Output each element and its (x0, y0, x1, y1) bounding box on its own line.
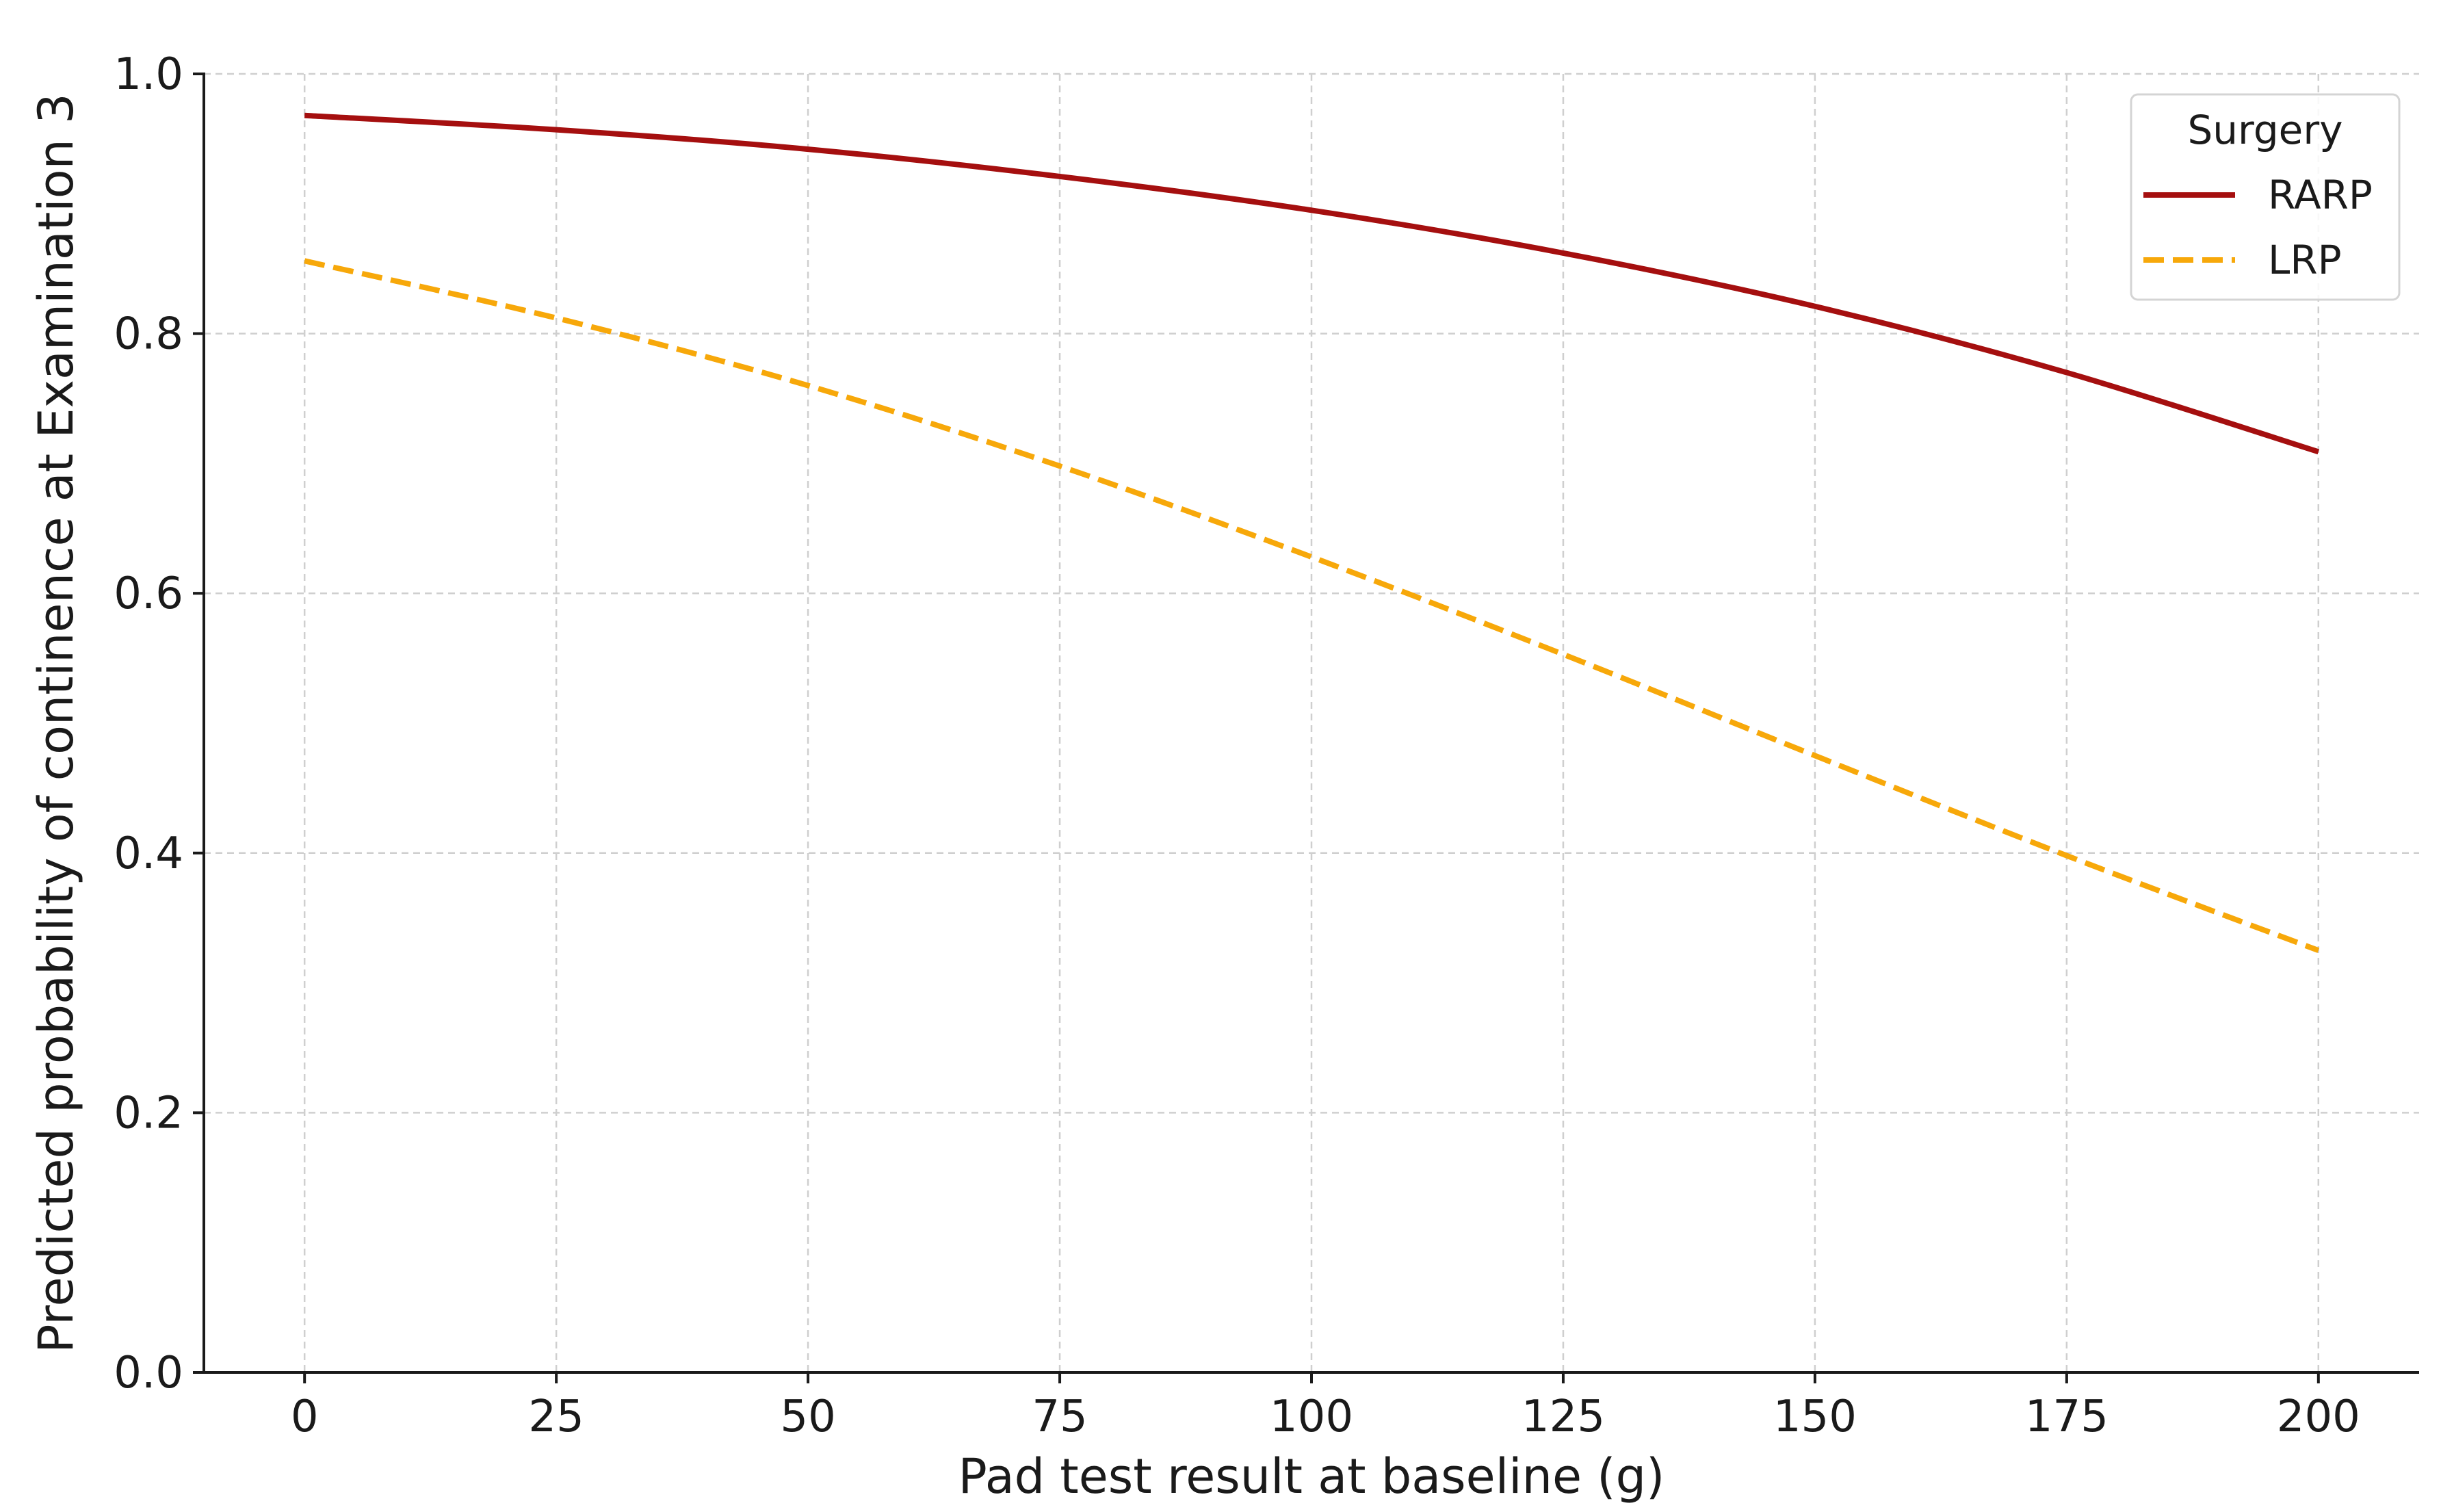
series-lines (304, 112, 2320, 953)
y-tick-label: 0.4 (114, 829, 183, 879)
series-line-rarp (304, 112, 2320, 455)
x-tick-label: 100 (1270, 1392, 1353, 1442)
y-tick-label: 1.0 (114, 49, 183, 100)
x-tick-label: 75 (1032, 1392, 1087, 1442)
y-axis-title: Predicted probability of continence at E… (28, 93, 84, 1353)
legend-items: RARP LRP (2143, 172, 2373, 283)
y-tick-label: 0.2 (114, 1088, 183, 1138)
y-tick-label: 0.8 (114, 309, 183, 360)
axes (193, 73, 2419, 1383)
x-tick-label: 25 (528, 1392, 584, 1442)
legend-label-lrp: LRP (2268, 237, 2342, 283)
x-tick-label: 50 (780, 1392, 835, 1442)
x-tick-label: 150 (1773, 1392, 1857, 1442)
grid (204, 73, 2419, 1374)
legend-box (2130, 93, 2401, 301)
legend-label-rarp: RARP (2268, 172, 2373, 218)
x-tick-label: 175 (2025, 1392, 2109, 1442)
tick-labels: 0 25 50 75 100 125 150 175 200 0.0 0.2 0.4 0.6 0.8 1.0 (114, 49, 2360, 1442)
series-line-lrp (304, 258, 2320, 953)
y-tick-label: 0.0 (114, 1348, 183, 1398)
x-tick-label: 125 (1522, 1392, 1605, 1442)
x-tick-label: 0 (291, 1392, 319, 1442)
legend: Surgery RARP LRP (2130, 93, 2401, 301)
x-axis-title: Pad test result at baseline (g) (958, 1448, 1665, 1504)
y-tick-label: 0.6 (114, 569, 183, 619)
legend-title: Surgery (2187, 107, 2342, 153)
x-tick-label: 200 (2277, 1392, 2360, 1442)
